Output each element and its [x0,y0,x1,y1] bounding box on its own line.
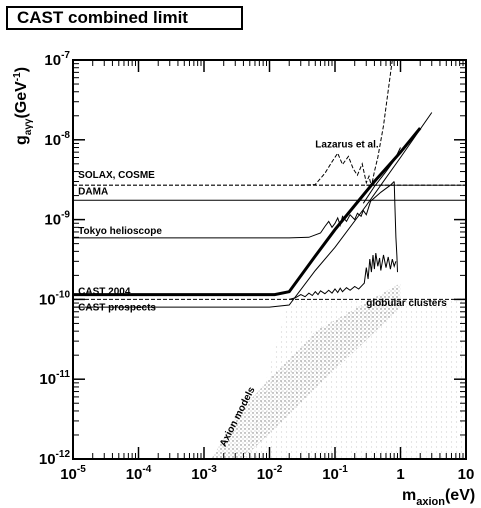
x-tick-label: 10 [458,466,475,483]
x-axis-label: maxion(eV) [402,487,475,508]
x-tick-label: 10-4 [126,464,152,483]
annotation-lazarus: Lazarus et al. [315,140,379,151]
lines-layer [73,60,466,307]
y-tick-label: 10-7 [44,50,70,69]
annotation-prospects: CAST prospects [78,302,156,313]
series-tokyo_vertical [394,182,397,273]
series-cast_2004_line [73,128,420,295]
y-tick-label: 10-8 [44,130,70,149]
y-axis-label: gaγγ(GeV-1) [12,67,34,145]
annotation-solax: SOLAX, COSME [78,170,155,181]
x-tick-label: 1 [396,466,404,483]
y-tick-label: 10-11 [39,369,70,388]
x-tick-label: 10-3 [191,464,217,483]
excluded-texture [243,299,466,459]
x-tick-label: 10-1 [322,464,348,483]
annotation-tokyo: Tokyo helioscope [78,226,162,237]
region-excluded-texture [243,299,466,459]
regions-layer [73,203,466,459]
y-tick-label: 10-10 [39,289,71,308]
region-dama_region [73,203,466,205]
x-tick-label: 10-5 [60,464,86,483]
series-lazarus_line [301,60,393,187]
annotation-cast2004: CAST 2004 [78,287,131,298]
series-cast_noisy [289,253,396,299]
annotation-dama: DAMA [78,187,108,198]
annotation-globular: globular clusters [366,298,447,309]
x-tick-label: 10-2 [257,464,283,483]
y-tick-label: 10-9 [44,210,70,229]
